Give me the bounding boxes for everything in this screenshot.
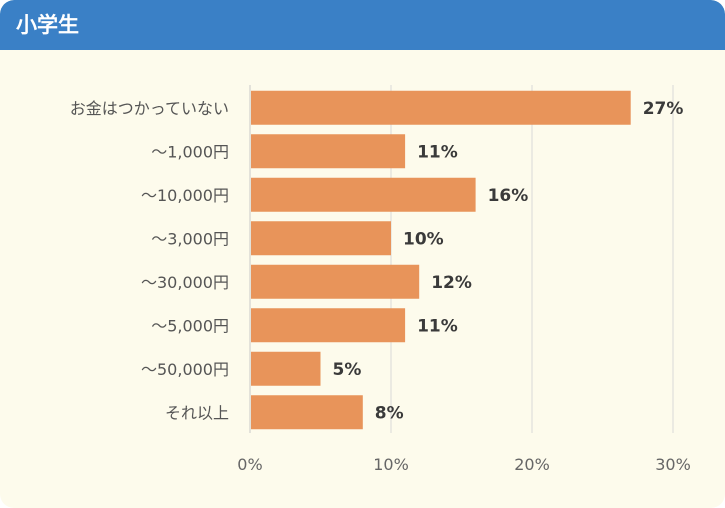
category-label: ～30,000円 — [141, 273, 229, 292]
data-label: 12% — [431, 273, 472, 293]
x-tick-label: 30% — [655, 455, 691, 474]
bar — [251, 308, 406, 343]
data-label: 11% — [417, 316, 458, 336]
header-bar: 小学生 — [0, 0, 725, 50]
bar — [251, 134, 406, 169]
category-label: ～10,000円 — [141, 186, 229, 205]
x-tick-label: 20% — [514, 455, 550, 474]
data-label: 5% — [333, 360, 362, 380]
data-label: 11% — [417, 142, 458, 162]
data-label: 27% — [643, 99, 684, 119]
bar — [251, 351, 321, 386]
x-tick-label: 0% — [237, 455, 262, 474]
x-tick-label: 10% — [373, 455, 409, 474]
category-label: ～1,000円 — [151, 142, 229, 161]
category-label: ～3,000円 — [151, 229, 229, 248]
category-label: それ以上 — [165, 403, 229, 422]
bar — [251, 177, 476, 212]
chart-title: 小学生 — [16, 13, 79, 37]
bar — [251, 264, 420, 299]
bar — [251, 221, 391, 256]
bar — [251, 395, 363, 430]
data-label: 10% — [403, 229, 444, 249]
category-label: ～50,000円 — [141, 360, 229, 379]
data-label: 16% — [488, 186, 529, 206]
data-label: 8% — [375, 403, 404, 423]
bar — [251, 90, 631, 125]
category-label: ～5,000円 — [151, 316, 229, 335]
category-label: お金はつかっていない — [70, 99, 229, 118]
